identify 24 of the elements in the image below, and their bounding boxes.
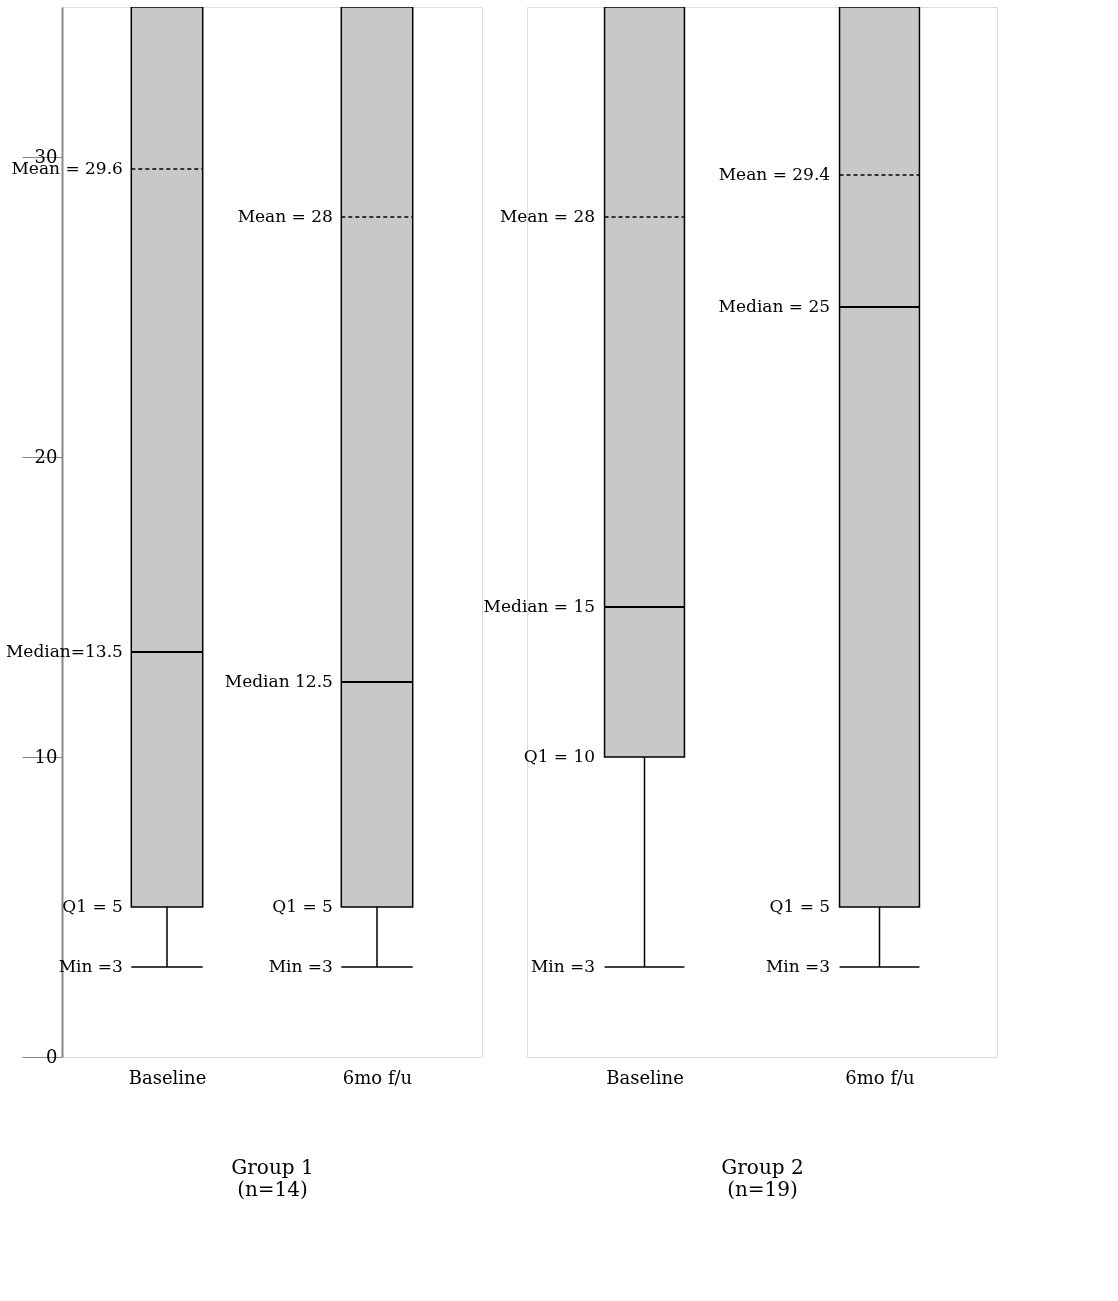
annotation: Median = 15	[483, 596, 596, 616]
annotation: Mean = 28	[237, 206, 333, 226]
x-tick-label: Baseline	[606, 1066, 684, 1088]
x-axis-title: Group 2 (n=19)	[721, 1154, 804, 1201]
y-tick-label: 0	[46, 1045, 58, 1067]
annotation: Q1 = 5	[272, 896, 333, 916]
annotation: Min =3	[268, 956, 333, 976]
x-tick-label: 6mo f/u	[845, 1066, 915, 1088]
annotation: Median = 25	[718, 296, 831, 316]
annotation: Q1 = 10	[523, 746, 596, 766]
annotation: Min =3	[765, 956, 831, 976]
annotation: Q1 = 5	[62, 896, 123, 916]
annotation: Mean = 28	[499, 206, 596, 226]
annotation: Mean = 29.4	[718, 164, 831, 184]
annotation: Min =3	[58, 956, 123, 976]
y-tick-label: 20	[34, 445, 58, 467]
x-axis-title: Group 1 (n=14)	[231, 1154, 314, 1201]
x-tick-label: 6mo f/u	[342, 1066, 413, 1088]
y-tick-label: 10	[34, 745, 58, 767]
annotation: Min =3	[530, 956, 596, 976]
annotation: Median 12.5	[224, 671, 333, 691]
annotation: Q1 = 5	[769, 896, 831, 916]
x-tick-label: Baseline	[128, 1066, 207, 1088]
annotation: Median=13.5	[5, 641, 123, 661]
